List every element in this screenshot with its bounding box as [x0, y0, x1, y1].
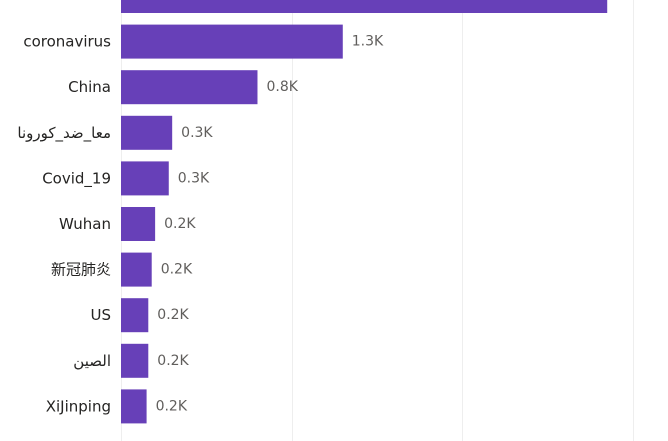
- data-label-3: 0.3K: [181, 125, 213, 141]
- category-label-7: US: [90, 306, 111, 324]
- data-label-8: 0.2K: [157, 353, 189, 369]
- category-label-5: Wuhan: [59, 215, 111, 233]
- category-label-1: coronavirus: [23, 33, 111, 51]
- bar-2[interactable]: [121, 70, 258, 105]
- data-label-7: 0.2K: [157, 307, 189, 323]
- bar-6[interactable]: [121, 252, 152, 287]
- data-label-1: 1.3K: [352, 34, 384, 50]
- data-label-6: 0.2K: [161, 262, 193, 278]
- data-label-5: 0.2K: [164, 216, 196, 232]
- category-label-6: 新冠肺炎: [51, 261, 111, 279]
- category-label-3: معا_ضد_كورونا: [17, 124, 111, 143]
- bar-0[interactable]: [121, 0, 608, 13]
- data-label-4: 0.3K: [178, 170, 210, 186]
- bar-5[interactable]: [121, 207, 156, 241]
- bar-9[interactable]: [121, 389, 147, 424]
- bar-8[interactable]: [121, 343, 149, 378]
- data-label-2: 0.8K: [266, 79, 298, 95]
- bar-3[interactable]: [121, 115, 173, 150]
- data-label-9: 0.2K: [156, 398, 188, 414]
- gridlines: [121, 0, 634, 441]
- bar-4[interactable]: [121, 161, 169, 196]
- category-label-4: Covid_19: [42, 169, 111, 188]
- bars: [121, 0, 608, 424]
- category-label-2: China: [68, 78, 111, 96]
- labels: coronavirus 1.3K China 0.8K معا_ضد_كورونا 0.3…: [17, 33, 384, 416]
- category-label-9: XiJinping: [46, 397, 111, 415]
- category-label-8: الصين: [73, 352, 111, 370]
- bar-1[interactable]: [121, 24, 343, 59]
- bar-7[interactable]: [121, 298, 149, 333]
